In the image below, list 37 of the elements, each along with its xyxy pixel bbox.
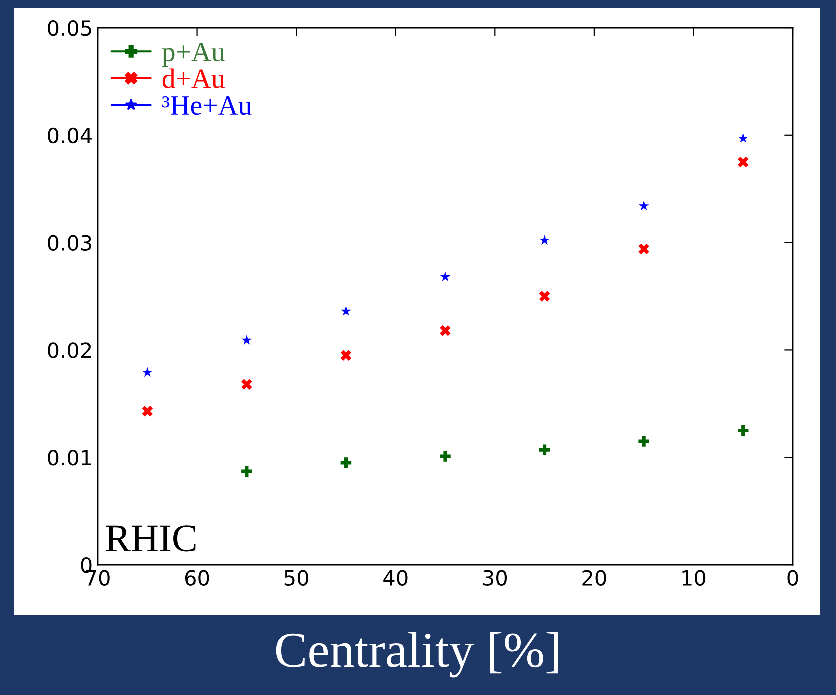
point (638, 200, 650, 211)
x-tick-label: 0 (788, 570, 798, 586)
x-tick-label: 40 (384, 570, 408, 586)
point (142, 406, 154, 417)
point (440, 451, 451, 462)
point (540, 235, 550, 246)
y-tick-label: 0.03 (48, 235, 92, 252)
point (738, 425, 749, 436)
x-tick-label: 30 (483, 570, 508, 586)
point (242, 335, 252, 345)
point (539, 291, 550, 302)
x-axis-title: Centrality [%] (276, 632, 558, 678)
x-tick-label: 50 (284, 570, 308, 586)
point (539, 444, 550, 456)
point (738, 156, 749, 168)
point (440, 272, 451, 282)
y-tick-label: 0.04 (48, 128, 92, 144)
legend-label: p+Au (162, 42, 225, 68)
point (738, 133, 748, 143)
point (142, 367, 153, 378)
point (341, 306, 352, 316)
legend-label: ³He+Au (162, 96, 252, 116)
point (242, 379, 252, 390)
point (638, 436, 650, 447)
x-tick-label: 60 (185, 570, 210, 586)
x-tick-label: 20 (582, 570, 606, 586)
point (440, 325, 451, 336)
y-tick-label: 0.01 (48, 450, 92, 466)
point (242, 466, 252, 477)
point (638, 244, 650, 255)
x-tick-label: 10 (682, 570, 706, 586)
y-tick-label: 0.05 (48, 20, 92, 36)
point (340, 350, 352, 361)
annotation: RHIC (106, 526, 196, 552)
legend-label: d+Au (162, 68, 225, 88)
point (340, 458, 352, 468)
y-tick-label: 0.02 (48, 342, 92, 358)
